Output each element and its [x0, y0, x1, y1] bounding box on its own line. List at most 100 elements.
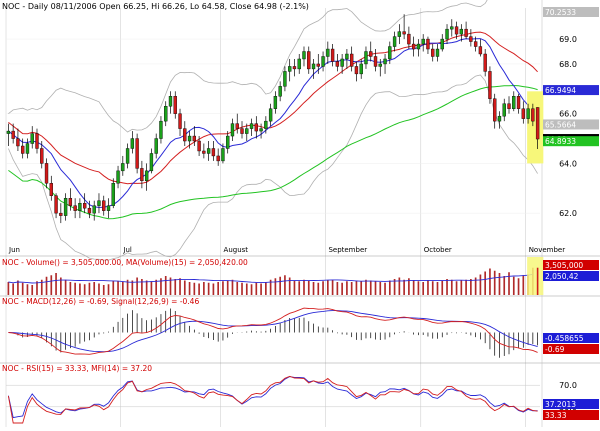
upper-band [8, 0, 488, 133]
candle-body [292, 66, 297, 70]
candle-body [364, 51, 368, 65]
volume-ma-label-bg [543, 271, 599, 281]
candle-body [168, 96, 173, 107]
candle-body [478, 46, 483, 55]
candle-body [102, 200, 106, 211]
volume-panel: NOC - Volume() = 3,505,000.00, MA(Volume… [2, 257, 599, 295]
candle-body [383, 58, 387, 65]
candle-body [35, 133, 39, 149]
month-label: August [224, 246, 249, 254]
price-tick-label: 68.0 [559, 60, 577, 69]
volume-highlight [527, 257, 544, 295]
candle-body [206, 148, 211, 154]
month-label: October [424, 246, 452, 254]
candle-body [288, 66, 292, 72]
macd-value-label: -0.69 [545, 345, 565, 354]
candle-body [473, 41, 478, 47]
candle-body [278, 86, 282, 97]
candle-body [464, 28, 468, 37]
rsi-legend: NOC - RSI(15) = 33.33, MFI(14) = 37.20 [2, 364, 152, 373]
candle-body [507, 103, 511, 109]
candle-body [235, 123, 239, 129]
bollinger-bands [8, 0, 538, 261]
candle-body [469, 36, 473, 42]
candle-body [202, 150, 206, 154]
candle-body [264, 120, 268, 129]
macd-legend: NOC - MACD(12,26) = -0.69, Signal(12,26,… [2, 297, 199, 306]
candle-body [63, 198, 68, 216]
price-label-bg [543, 119, 599, 130]
candle-body [445, 28, 449, 40]
mfi-value-label: 37.2013 [545, 400, 576, 409]
price-tick-label: 64.0 [559, 159, 577, 168]
candle-body [359, 63, 363, 75]
candle-body [106, 205, 111, 211]
price-tick-label: 66.0 [559, 110, 577, 119]
candle-body [197, 140, 201, 152]
candle-body [440, 38, 444, 50]
candle-body [493, 98, 497, 122]
candle-body [349, 53, 354, 67]
candle-body [521, 108, 525, 119]
candle-body [488, 71, 492, 99]
candle-body [140, 168, 144, 182]
candle-body [330, 48, 335, 62]
candle-body [526, 108, 530, 119]
price-label: 65.5664 [545, 120, 576, 129]
ma-long-line [8, 84, 538, 220]
candle-body [411, 43, 416, 50]
macd-signal-label-bg [543, 333, 599, 343]
candle-body [535, 107, 540, 140]
candle-body [16, 138, 20, 147]
volume-legend: NOC - Volume() = 3,505,000.00, MA(Volume… [2, 258, 248, 267]
candle-body [97, 200, 101, 206]
candle-body [164, 106, 168, 122]
candle-body [73, 205, 77, 211]
candle-body [245, 128, 249, 134]
mfi-line [7, 376, 538, 419]
candle-body [30, 133, 34, 144]
candle-body [178, 113, 182, 129]
candle-body [516, 96, 521, 109]
candle-body [135, 138, 139, 169]
rsi-line [7, 375, 538, 424]
macd-panel: NOC - MACD(12,26) = -0.69, Signal(12,26,… [2, 297, 599, 358]
candle-body [402, 31, 406, 35]
candle-body [230, 123, 235, 137]
candle-body [388, 46, 392, 60]
price-label-bg [543, 85, 599, 96]
macd-label-bg [543, 344, 599, 354]
candle-body [421, 38, 425, 45]
price-tick-label: 69.0 [559, 35, 577, 44]
volume-label-bg [543, 260, 599, 270]
candle-body [87, 207, 92, 214]
price-label: 70.2533 [545, 8, 576, 17]
candle-body [316, 63, 320, 67]
candle-body [21, 145, 25, 154]
macd-signal-value-label: -0.458655 [545, 334, 584, 343]
macd-line [8, 307, 538, 355]
candle-body [40, 148, 44, 164]
candle-body [183, 128, 187, 142]
candles [6, 14, 544, 224]
rsi-value-label: 33.33 [545, 411, 567, 420]
month-label: Jul [122, 246, 132, 254]
candle-body [450, 26, 454, 30]
candle-body [249, 123, 254, 129]
candle-body [502, 103, 506, 117]
candle-body [340, 58, 344, 67]
candle-body [78, 202, 82, 211]
candle-body [82, 202, 87, 209]
candle-body [187, 135, 192, 142]
candle-body [54, 195, 58, 214]
candle-body [111, 183, 115, 206]
candle-body [11, 130, 15, 139]
candle-body [369, 51, 373, 57]
candle-body [407, 33, 411, 45]
candle-body [459, 28, 464, 35]
candle-body [497, 115, 502, 122]
candle-body [173, 96, 177, 114]
